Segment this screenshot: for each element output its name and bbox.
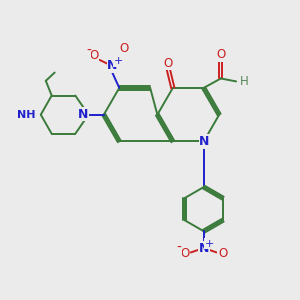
Text: O: O <box>218 247 227 260</box>
Text: +: + <box>114 56 123 66</box>
Text: -: - <box>86 44 91 58</box>
Text: N: N <box>199 135 209 148</box>
Text: N: N <box>107 59 118 72</box>
Text: O: O <box>89 49 98 62</box>
Text: NH: NH <box>17 110 36 120</box>
Text: -: - <box>177 241 182 255</box>
Text: O: O <box>216 48 225 62</box>
Text: N: N <box>78 108 89 121</box>
Text: +: + <box>205 238 214 249</box>
Text: O: O <box>180 247 190 260</box>
Text: O: O <box>164 57 173 70</box>
Text: O: O <box>119 42 128 55</box>
Text: H: H <box>239 75 248 88</box>
Text: N: N <box>199 242 209 254</box>
